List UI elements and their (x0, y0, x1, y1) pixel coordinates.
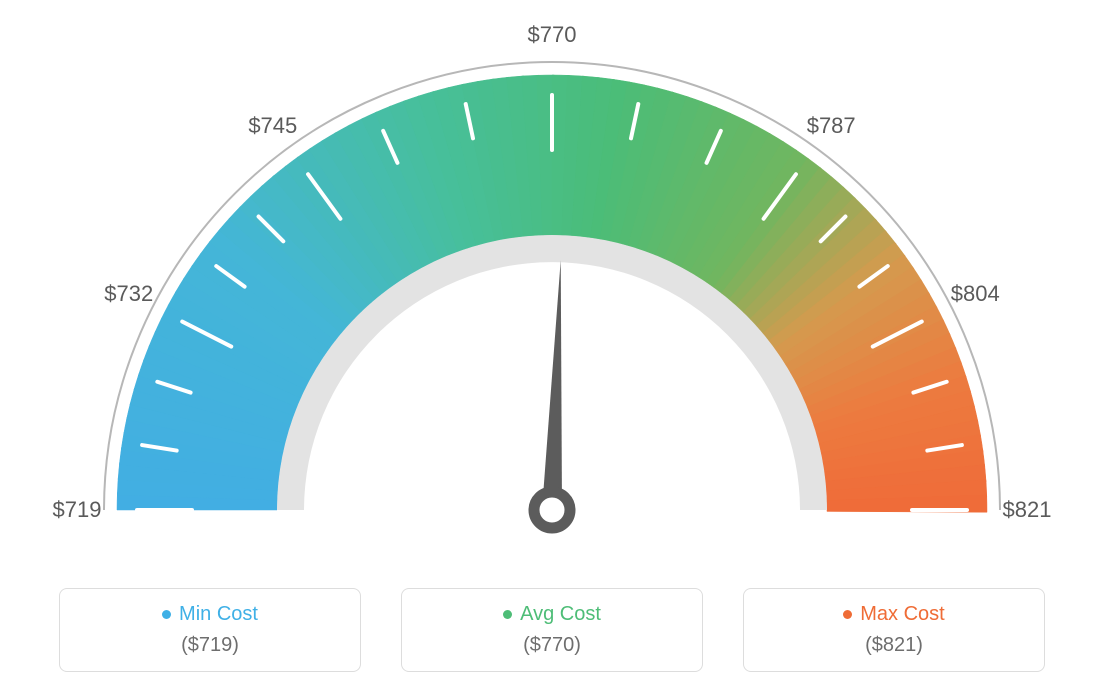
legend-title-avg: Avg Cost (503, 603, 601, 626)
legend-dot-avg (503, 610, 512, 619)
legend-value-avg: ($770) (402, 634, 702, 657)
legend-value-max: ($821) (744, 634, 1044, 657)
scale-label: $732 (104, 281, 153, 307)
legend-title-min: Min Cost (162, 603, 258, 626)
legend-name-min: Min Cost (179, 603, 258, 626)
needle-hub (534, 492, 570, 528)
legend-name-avg: Avg Cost (520, 603, 601, 626)
chart-container: $719 $732 $745 $770 $787 $804 $821 Min Cost ($… (0, 0, 1104, 690)
legend-name-max: Max Cost (860, 603, 944, 626)
legend-dot-max (843, 610, 852, 619)
needle (542, 260, 562, 510)
legend-card-max: Max Cost ($821) (743, 588, 1045, 672)
legend-card-avg: Avg Cost ($770) (401, 588, 703, 672)
gauge-area: $719 $732 $745 $770 $787 $804 $821 (0, 0, 1104, 560)
gauge-svg (0, 0, 1104, 560)
legend-value-min: ($719) (60, 634, 360, 657)
scale-label: $787 (807, 113, 856, 139)
legend-title-max: Max Cost (843, 603, 944, 626)
scale-label: $804 (951, 281, 1000, 307)
scale-label: $821 (1003, 497, 1052, 523)
legend-card-min: Min Cost ($719) (59, 588, 361, 672)
legend-row: Min Cost ($719) Avg Cost ($770) Max Cost… (0, 588, 1104, 672)
scale-label: $770 (528, 22, 577, 48)
scale-label: $719 (53, 497, 102, 523)
legend-dot-min (162, 610, 171, 619)
scale-label: $745 (248, 113, 297, 139)
